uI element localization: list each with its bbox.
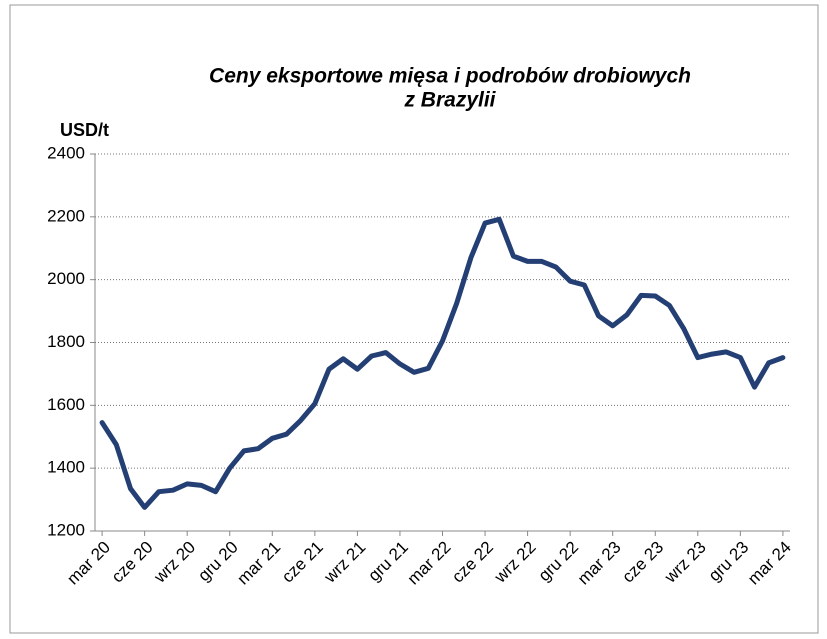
x-tick-label: gru 20: [194, 538, 242, 586]
y-tick-label: 1400: [47, 458, 85, 477]
x-tick-label: cze 20: [108, 538, 157, 587]
line-series: [99, 216, 786, 510]
y-tick-label: 2000: [47, 269, 85, 288]
x-tick-label: mar 23: [574, 538, 625, 589]
x-tick-label: mar 20: [63, 538, 114, 589]
y-tick-label: 2400: [47, 143, 85, 162]
x-tick-label: mar 21: [233, 538, 284, 589]
x-tick-label: cze 23: [618, 538, 667, 587]
chart-subtitle: z Brazylii: [403, 89, 496, 112]
x-tick-label: mar 24: [744, 538, 795, 589]
x-tick-label: gru 22: [535, 538, 583, 586]
x-tick-label: cze 22: [448, 538, 497, 587]
x-tick-label: wrz 20: [150, 538, 200, 588]
y-tick-label: 2200: [47, 206, 85, 225]
x-tick-label: wrz 22: [490, 538, 540, 588]
x-tick-label: gru 21: [364, 538, 412, 586]
frame: [9, 4, 819, 634]
chart-title: Ceny eksportowe mięsa i podrobów drobiow…: [209, 65, 691, 88]
x-tick-label: gru 23: [705, 538, 753, 586]
x-tick-label: wrz 21: [320, 538, 370, 588]
y-axis-title: USD/t: [60, 120, 109, 140]
y-tick-label: 1800: [47, 332, 85, 351]
x-tick-label: cze 21: [278, 538, 327, 587]
y-tick-label: 1200: [47, 520, 85, 539]
x-tick-label: mar 22: [404, 538, 455, 589]
y-tick-label: 1600: [47, 395, 85, 414]
x-tick-label: wrz 23: [660, 538, 710, 588]
